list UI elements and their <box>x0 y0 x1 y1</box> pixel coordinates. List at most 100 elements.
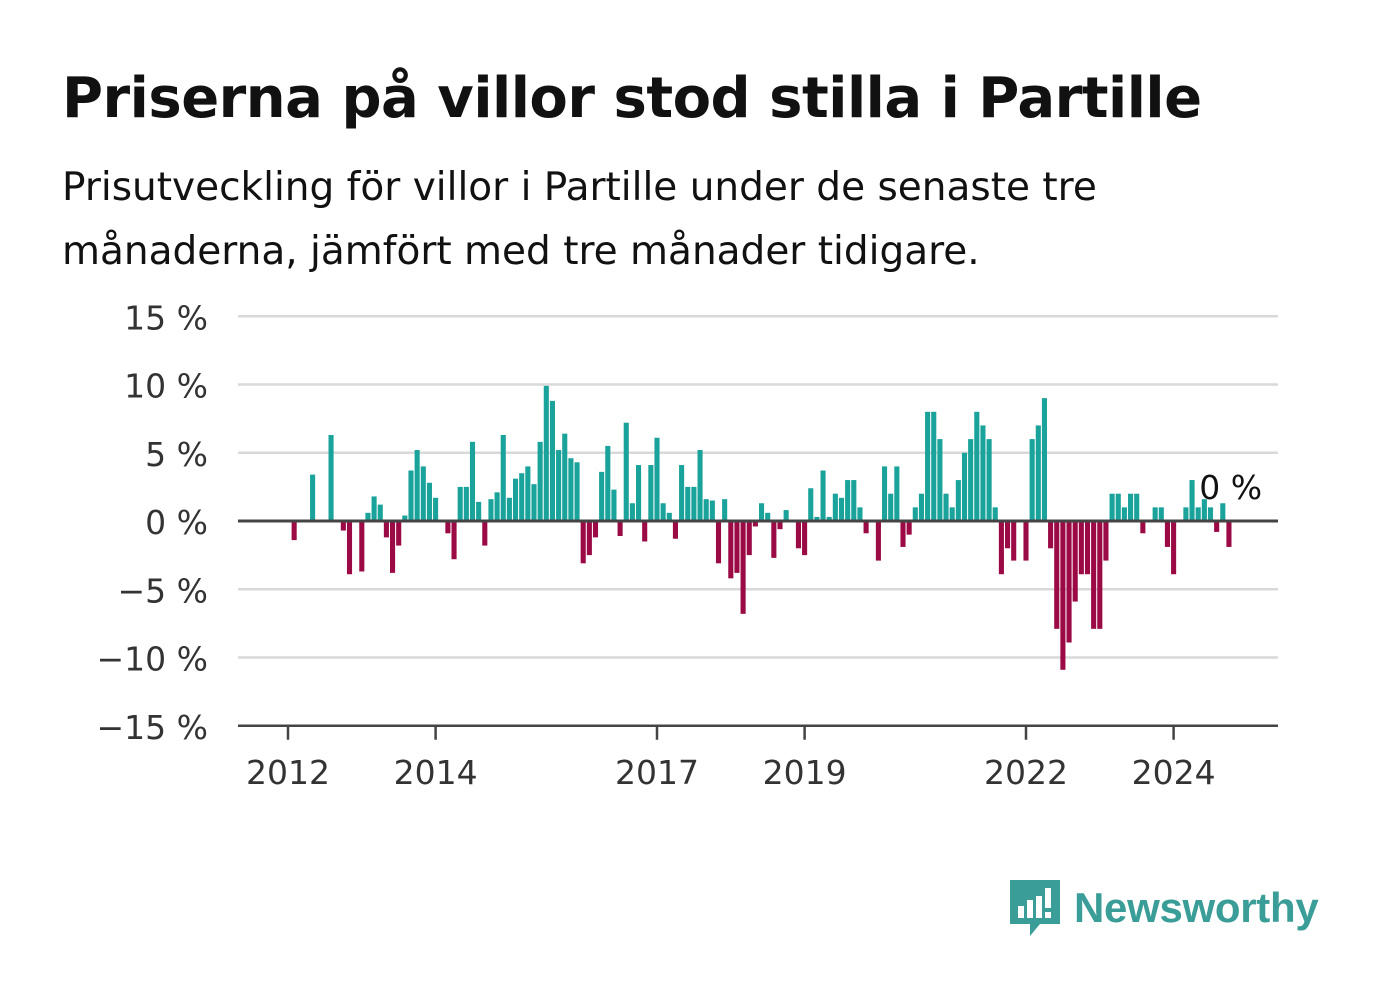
y-tick-label: −10 % <box>97 640 209 679</box>
bar <box>1214 521 1220 532</box>
bar <box>1041 398 1047 521</box>
bar <box>777 521 783 530</box>
bar <box>568 458 574 521</box>
bar <box>291 521 297 541</box>
bar <box>580 521 586 564</box>
bar <box>611 489 617 521</box>
bar <box>906 521 912 535</box>
bar <box>1140 521 1146 534</box>
bar <box>642 521 648 542</box>
chart-title: Priserna på villor stod stilla i Partill… <box>62 66 1202 131</box>
bar <box>494 492 500 521</box>
bar <box>1066 521 1072 643</box>
bar <box>426 482 432 521</box>
bar <box>752 521 758 527</box>
bar <box>488 499 494 521</box>
bar <box>992 507 998 521</box>
bar <box>900 521 906 547</box>
bar <box>672 521 678 539</box>
bar <box>408 470 414 522</box>
bar <box>1023 521 1029 561</box>
brand: Newsworthy <box>1010 878 1319 938</box>
bar <box>1183 507 1189 521</box>
bar <box>980 425 986 521</box>
bar <box>1128 493 1134 521</box>
bar <box>771 521 777 558</box>
bar <box>445 521 451 534</box>
bar <box>1226 521 1232 547</box>
bar <box>531 484 537 521</box>
bar <box>765 512 771 521</box>
x-tick-label: 2012 <box>246 753 330 792</box>
bar <box>740 521 746 614</box>
x-tick-label: 2019 <box>763 753 847 792</box>
bar <box>709 500 715 521</box>
bar <box>722 499 728 521</box>
bar <box>346 521 353 575</box>
bar <box>795 521 801 549</box>
bar <box>1103 521 1109 561</box>
bar <box>974 411 980 521</box>
bar <box>617 521 623 537</box>
bar <box>1121 507 1127 521</box>
y-tick-label: 10 % <box>124 367 208 406</box>
bar <box>654 437 660 522</box>
bars <box>291 385 1232 670</box>
x-tick-label: 2024 <box>1132 753 1216 792</box>
bar <box>1220 503 1226 521</box>
bar <box>863 521 869 534</box>
y-tick-label: −15 % <box>97 708 209 747</box>
bar <box>420 466 426 521</box>
bar <box>1078 521 1084 575</box>
bar <box>955 480 961 521</box>
grid-lines <box>238 315 1278 659</box>
bar <box>390 521 396 573</box>
y-tick-label: 5 % <box>145 435 208 474</box>
bar <box>937 439 943 521</box>
bar <box>949 507 955 521</box>
bar <box>715 521 722 564</box>
bar <box>371 496 377 521</box>
bar <box>888 493 894 521</box>
bar <box>599 471 605 521</box>
tick-labels: 15 % 10 % 5 % 0 % −5 % −10 % −15 % 2012 2014 2017… <box>97 298 1263 792</box>
bar <box>666 512 672 521</box>
bar <box>875 521 881 561</box>
bar <box>402 515 408 521</box>
bar <box>1195 507 1201 521</box>
bar <box>691 486 697 522</box>
bar <box>469 441 476 521</box>
bar <box>845 480 851 521</box>
x-tick-label: 2017 <box>615 753 699 792</box>
bar <box>943 493 949 521</box>
bar <box>1097 521 1103 629</box>
bar <box>703 499 709 521</box>
bar <box>685 486 691 522</box>
bar <box>457 486 463 522</box>
bar <box>728 521 734 579</box>
bar <box>1152 507 1158 521</box>
bar <box>310 474 316 521</box>
bar <box>537 441 543 521</box>
bar-chart: 15 % 10 % 5 % 0 % −5 % −10 % −15 % 2012 2014 2017… <box>97 298 1278 792</box>
bar <box>556 450 562 521</box>
bar <box>1084 521 1091 575</box>
bar <box>1035 425 1041 521</box>
bar <box>1054 521 1060 629</box>
bar <box>451 521 457 560</box>
bar <box>1048 521 1054 549</box>
bar <box>562 433 568 521</box>
bar <box>1207 507 1214 521</box>
bar <box>1115 493 1121 521</box>
bar <box>838 497 845 521</box>
bar <box>808 488 814 521</box>
bar <box>679 465 685 521</box>
bar <box>820 470 826 522</box>
bar <box>894 466 900 521</box>
bar <box>513 478 519 522</box>
x-tick-label: 2014 <box>394 753 478 792</box>
bar <box>961 452 968 521</box>
bar <box>623 422 629 521</box>
bar <box>377 504 383 521</box>
bar <box>925 411 931 521</box>
